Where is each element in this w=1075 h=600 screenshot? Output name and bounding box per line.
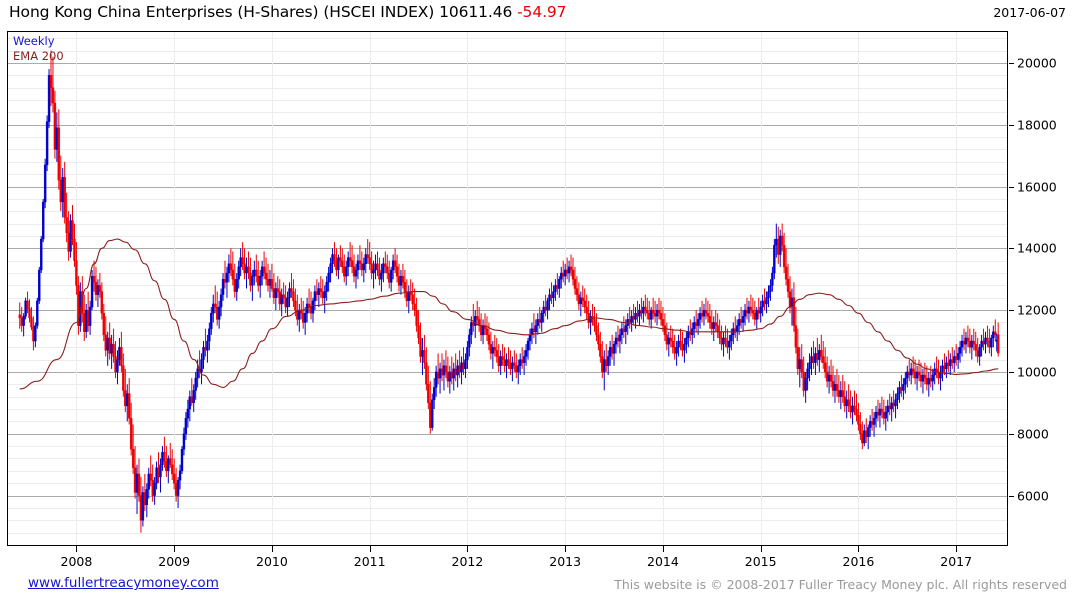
y-tick-label: 18000 [1017,117,1057,133]
x-tick-label: 2014 [647,554,679,569]
y-tick-mark [1009,248,1014,250]
y-tick-mark [1009,310,1014,312]
y-tick-label: 14000 [1017,240,1057,256]
x-tick-mark [956,546,958,552]
x-tick-label: 2015 [744,554,777,569]
y-tick-mark [1009,124,1014,126]
x-tick-label: 2013 [549,554,582,569]
x-tick-mark [76,546,78,552]
chart-header: Hong Kong China Enterprises (H-Shares) (… [0,0,1075,28]
chart-plot-area[interactable]: Weekly EMA 200 [7,31,1008,546]
year-gridlines [76,32,957,545]
y-tick-mark [1009,495,1014,497]
x-tick-label: 2008 [60,554,93,569]
x-tick-mark [565,546,567,552]
y-tick-label: 20000 [1017,55,1057,71]
y-axis: 6000 8000 10000 12000 14000 16000 18000 20000 [1009,31,1075,546]
major-gridlines [8,63,1007,497]
chart-footer: www.fullertreacymoney.com This website i… [0,575,1075,600]
x-tick-label: 2009 [158,554,191,569]
instrument-ticker: (HSCEI INDEX) [323,3,435,21]
y-tick-mark [1009,62,1014,64]
y-tick-label: 6000 [1017,488,1049,504]
y-tick-mark [1009,186,1014,188]
candlestick-series [18,50,1000,533]
x-tick-mark [858,546,860,552]
y-tick-label: 8000 [1017,426,1049,442]
x-axis: 2008 2009 2010 2011 2012 2013 2014 2015 2016 2017 [7,546,1008,572]
instrument-name: Hong Kong China Enterprises (H-Shares) [9,3,319,21]
x-tick-mark [760,546,762,552]
y-tick-label: 16000 [1017,179,1057,195]
x-tick-label: 2011 [353,554,386,569]
site-url-link[interactable]: www.fullertreacymoney.com [28,575,219,591]
x-tick-label: 2017 [940,554,973,569]
x-tick-mark [174,546,176,552]
last-price: 10611.46 [439,3,513,21]
x-tick-label: 2012 [451,554,484,569]
y-tick-mark [1009,433,1014,435]
x-tick-mark [271,546,273,552]
x-tick-label: 2010 [256,554,288,569]
price-change: -54.97 [517,3,567,21]
y-tick-mark [1009,371,1014,373]
x-tick-mark [467,546,469,552]
y-tick-label: 12000 [1017,302,1057,318]
copyright-notice: This website is © 2008-2017 Fuller Treac… [614,577,1067,592]
quote-date: 2017-06-07 [993,5,1066,20]
price-candlestick-svg [8,32,1007,545]
x-tick-label: 2016 [842,554,875,569]
x-tick-mark [662,546,664,552]
ema-200-line [19,238,999,390]
page-title: Hong Kong China Enterprises (H-Shares) (… [9,3,567,21]
y-tick-label: 10000 [1017,364,1057,380]
x-tick-mark [369,546,371,552]
